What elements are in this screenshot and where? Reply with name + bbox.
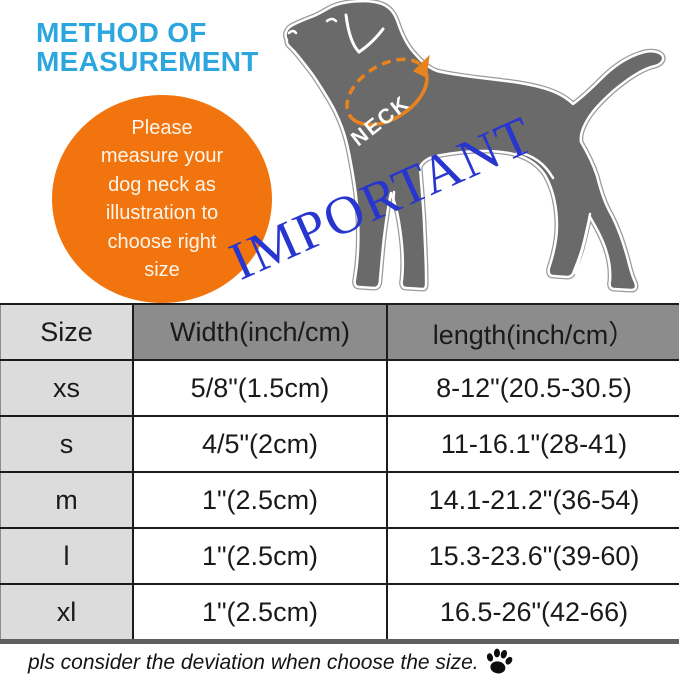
cell-length: 8-12"(20.5-30.5) (386, 359, 679, 417)
header-width: Width(inch/cm) (132, 303, 388, 361)
table-header-row: Size Width(inch/cm) length(inch/cm） (0, 303, 679, 361)
cell-width: 1"(2.5cm) (132, 583, 388, 644)
dog-detail-lines (287, 13, 592, 284)
deviation-note: pls consider the deviation when choose t… (28, 651, 479, 674)
table-row: xl 1"(2.5cm) 16.5-26"(42-66) (0, 583, 679, 644)
cell-size: m (0, 471, 134, 529)
note-line: choose right (107, 230, 217, 253)
note-line: Please (131, 116, 193, 139)
page-title: METHOD OF MEASUREMENT (36, 18, 259, 76)
cell-width: 4/5"(2cm) (132, 415, 388, 473)
cell-size: xs (0, 359, 134, 417)
table-row: m 1"(2.5cm) 14.1-21.2"(36-54) (0, 471, 679, 529)
cell-size: xl (0, 583, 134, 644)
cell-width: 5/8"(1.5cm) (132, 359, 388, 417)
measurement-note-circle: Please measure your dog neck as illustra… (52, 95, 272, 303)
note-line: dog neck as (108, 173, 216, 196)
page-title-line2: MEASUREMENT (36, 46, 259, 77)
neck-measure-ellipse (345, 54, 430, 127)
table-row: l 1"(2.5cm) 15.3-23.6"(39-60) (0, 527, 679, 585)
cell-length: 16.5-26"(42-66) (386, 583, 679, 644)
cell-size: s (0, 415, 134, 473)
cell-length: 11-16.1"(28-41) (386, 415, 679, 473)
header-size: Size (0, 303, 134, 361)
note-line: measure your (100, 145, 224, 167)
measure-arrowhead (412, 54, 430, 78)
footer: pls consider the deviation when choose t… (28, 648, 515, 676)
table-row: xs 5/8"(1.5cm) 8-12"(20.5-30.5) (0, 359, 679, 417)
page-title-line1: METHOD OF (36, 17, 207, 48)
table-row: s 4/5"(2cm) 11-16.1"(28-41) (0, 415, 679, 473)
cell-length: 15.3-23.6"(39-60) (386, 527, 679, 585)
note-line: size (144, 259, 180, 281)
size-chart-table: Size Width(inch/cm) length(inch/cm） xs 5… (0, 303, 679, 644)
cell-length: 14.1-21.2"(36-54) (386, 471, 679, 529)
cell-width: 1"(2.5cm) (132, 527, 388, 585)
dog-silhouette-diagram: NECK (283, 0, 666, 293)
paw-print-icon (486, 648, 512, 674)
cell-width: 1"(2.5cm) (132, 471, 388, 529)
cell-size: l (0, 527, 134, 585)
header-length: length(inch/cm） (386, 303, 679, 361)
note-line: illustration to (105, 202, 219, 224)
